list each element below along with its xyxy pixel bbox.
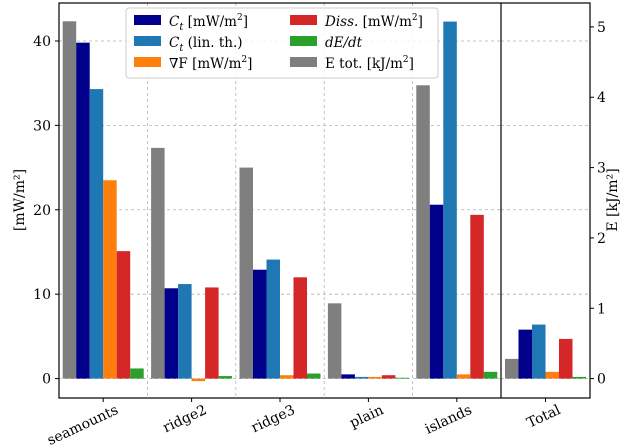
bar-c-t-mw-m- [518,329,532,379]
bar--f-mw-m- [103,180,117,379]
bar-de-dt [130,368,144,379]
legend-swatch [134,57,161,67]
bar-de-dt [307,373,321,379]
y-tick-label-right: 3 [597,161,606,177]
y-tick-label-right: 2 [597,231,606,247]
y-tick-label-right: 5 [597,20,606,36]
bar-diss-mw-m- [381,375,396,379]
x-tick-label: Total [525,402,564,432]
y-tick-label-right: 0 [597,372,606,388]
y-axis-label-right: E [kJ/m²] [605,168,621,231]
bar-e-tot-kj-m- [239,167,253,379]
bar-c-t-lin-th- [89,89,104,379]
bar-c-t-lin-th- [178,284,192,379]
bar--f-mw-m- [280,375,294,379]
y-axis-label-left: [mW/m²] [12,169,28,231]
bar--f-mw-m- [456,374,471,379]
bar-c-t-mw-m- [341,374,355,379]
bar-diss-mw-m- [470,214,484,379]
bar-c-t-mw-m- [164,288,179,379]
bar-c-t-lin-th- [354,376,369,379]
bar-de-dt [483,371,498,379]
legend-swatch [134,36,161,46]
legend-label: ∇F [mW/m2] [169,55,252,72]
bar-e-tot-kj-m- [505,358,519,379]
bar-c-t-mw-m- [253,269,267,379]
legend: Ct [mW/m2] Ct (lin. th.)∇F [mW/m2] Diss. [… [125,7,439,79]
legend-swatch [134,15,161,25]
bar-c-t-lin-th- [532,324,546,379]
y-tick-label-left: 20 [33,203,51,219]
legend-label: Ct [mW/m2] [169,13,248,33]
bar-c-t-lin-th- [443,21,457,379]
x-tick-label: ridge3 [249,402,298,436]
legend-box [125,7,439,79]
y-tick-label-left: 0 [42,372,51,388]
bar-diss-mw-m- [293,277,307,379]
bar-de-dt [395,377,409,379]
legend-label: Diss. [mW/m2] [324,13,423,30]
x-tick-label: islands [423,402,475,437]
bar-c-t-mw-m- [76,42,90,379]
bar-diss-mw-m- [559,338,573,379]
x-tick-label: ridge2 [161,402,210,436]
bar-diss-mw-m- [205,287,219,379]
x-tick-label: seamounts [45,402,121,446]
tick-labels: 0 10 20 30 40 0 1 2 3 4 5 seamounts ridge2 ridge3 plai… [33,20,606,446]
y-tick-label-left: 30 [33,118,51,134]
y-tick-label-right: 4 [597,90,606,106]
bar-diss-mw-m- [116,251,131,379]
legend-swatch [290,15,317,25]
bar-c-t-mw-m- [429,204,444,379]
bar-e-tot-kj-m- [416,85,430,379]
bar--f-mw-m- [368,376,382,379]
bar-de-dt [572,376,586,379]
bar-c-t-lin-th- [266,259,280,379]
y-tick-label-left: 10 [33,287,51,303]
bars [62,21,586,382]
legend-label: dE/dt [325,35,363,51]
bar-e-tot-kj-m- [151,147,165,379]
y-tick-label-right: 1 [597,301,606,317]
legend-label: Ct (lin. th.) [169,35,243,54]
bar-e-tot-kj-m- [327,303,342,379]
bar-e-tot-kj-m- [62,21,77,379]
x-tick-label: plain [347,402,386,431]
axes [55,2,594,402]
bar--f-mw-m- [545,371,559,379]
legend-swatch [290,36,317,46]
legend-label: E tot. [kJ/m2] [325,55,414,72]
y-tick-label-left: 40 [33,34,51,50]
bar-de-dt [218,376,233,379]
legend-swatch [290,57,317,67]
bar--f-mw-m- [191,378,206,382]
plot-frame [58,2,591,399]
